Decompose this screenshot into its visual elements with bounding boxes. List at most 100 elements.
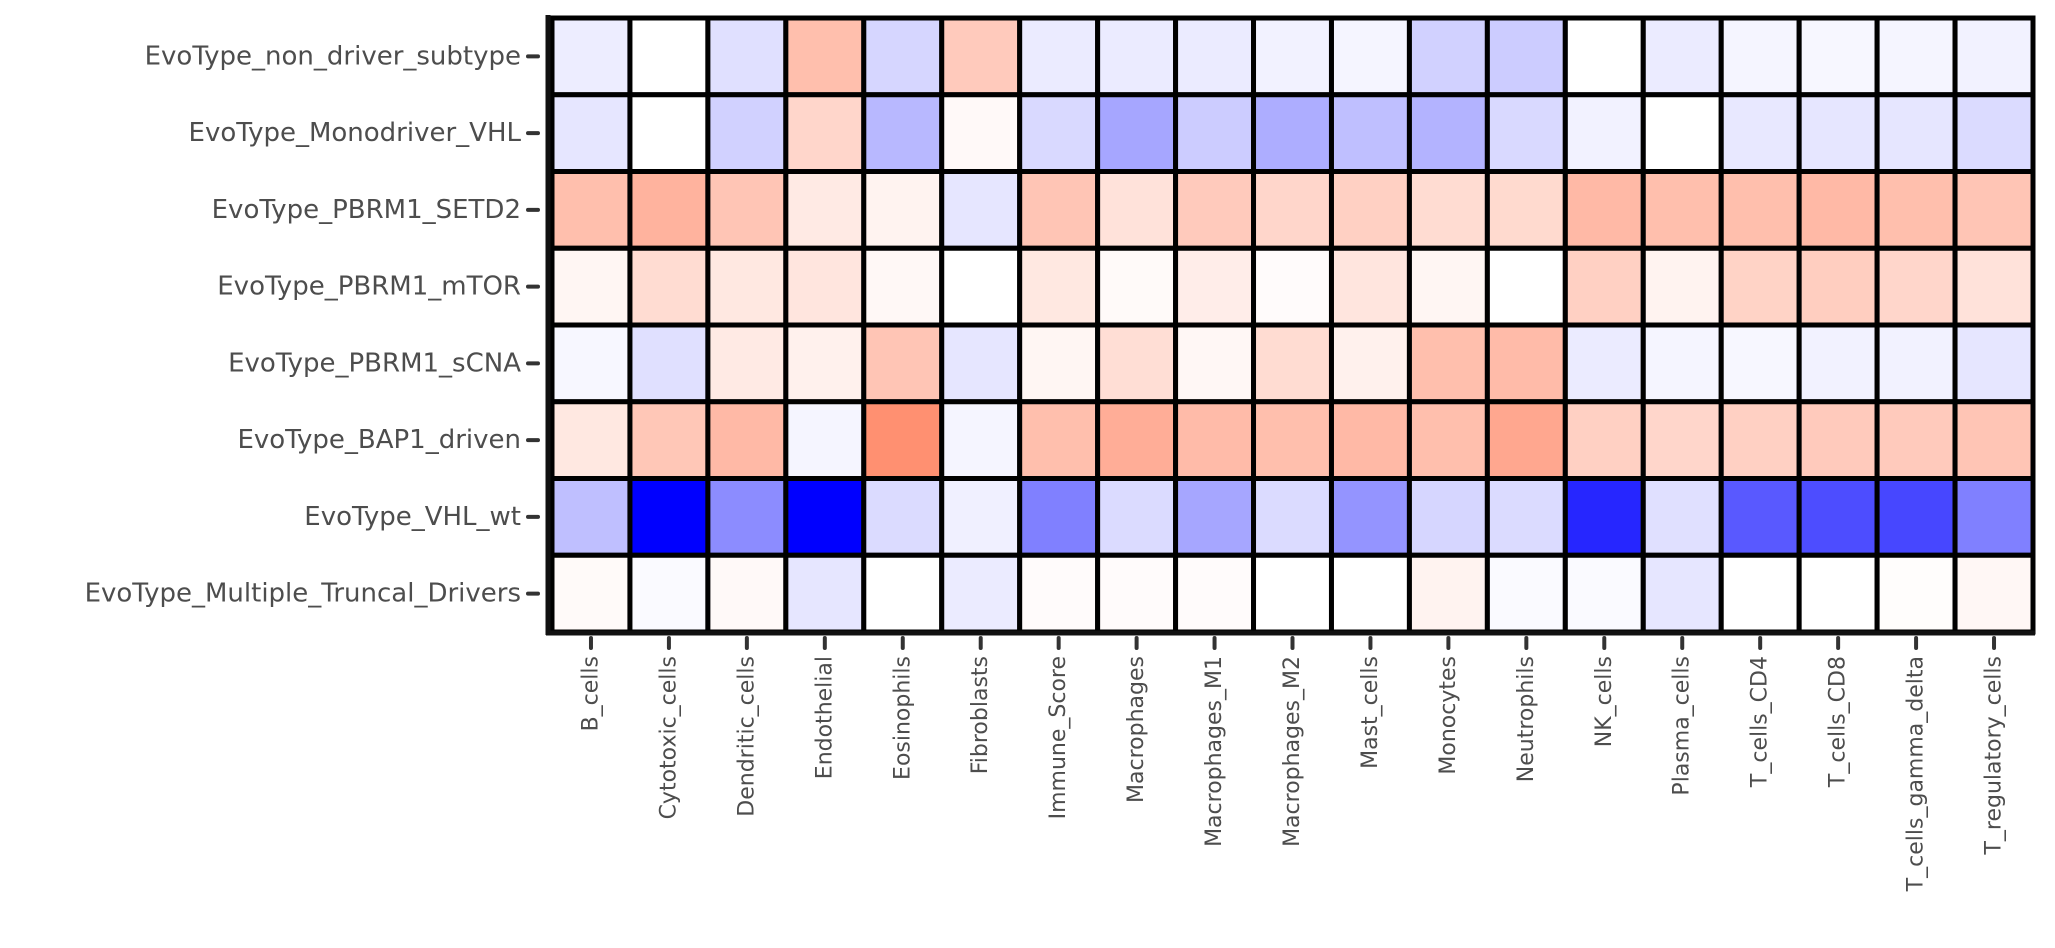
heatmap-cell-r1-c15	[1718, 92, 1802, 174]
heatmap-cell-r2-c18	[1952, 169, 2036, 251]
heatmap-cell-r5-c18	[1952, 399, 2036, 481]
column-label: Cytotoxic_cells	[656, 656, 681, 819]
heatmap-cell-r0-c12	[1484, 15, 1568, 98]
heatmap-cell-r6-c18	[1952, 476, 2036, 558]
heatmap-cell-r3-c14	[1640, 245, 1724, 328]
heatmap-cell-r4-c12	[1484, 322, 1568, 405]
heatmap-cell-r4-c8	[1173, 322, 1257, 405]
heatmap-cell-r3-c8	[1173, 245, 1257, 328]
heatmap-cell-r2-c10	[1328, 169, 1412, 251]
heatmap-cell-r7-c3	[783, 552, 867, 635]
heatmap-cell-r5-c2	[705, 399, 789, 481]
column-label: Macrophages	[1124, 656, 1149, 803]
row-label: EvoType_Monodriver_VHL	[189, 118, 522, 148]
heatmap-cell-r3-c16	[1796, 245, 1880, 328]
heatmap-cell-r1-c12	[1484, 92, 1568, 174]
heatmap-cell-r1-c7	[1095, 92, 1179, 174]
heatmap-cell-r0-c17	[1874, 15, 1958, 98]
heatmap-cell-r0-c5	[939, 15, 1023, 98]
heatmap-cell-r6-c4	[861, 476, 945, 558]
heatmap-cell-r0-c13	[1562, 15, 1646, 98]
heatmap-cell-r3-c9	[1251, 245, 1334, 328]
heatmap-cell-r0-c11	[1406, 15, 1490, 98]
heatmap-cell-r1-c13	[1562, 92, 1646, 174]
column-label: NK_cells	[1592, 656, 1617, 747]
heatmap-cell-r6-c2	[705, 476, 789, 558]
heatmap-cell-r1-c5	[939, 92, 1023, 174]
heatmap-cell-r1-c0	[549, 92, 633, 174]
row-labels: EvoType_non_driver_subtype EvoType_Monodr…	[85, 41, 540, 609]
heatmap-cell-r5-c14	[1640, 399, 1724, 481]
heatmap-cell-r2-c7	[1095, 169, 1179, 251]
column-label: Dendritic_cells	[734, 656, 759, 817]
column-label: Mast_cells	[1358, 656, 1383, 769]
heatmap-cell-r2-c1	[627, 169, 711, 251]
heatmap-cell-r0-c7	[1095, 15, 1179, 98]
heatmap-cell-r4-c0	[549, 322, 633, 405]
heatmap-cell-r6-c15	[1718, 476, 1802, 558]
column-label: Macrophages_M1	[1202, 656, 1227, 847]
heatmap-cell-r3-c15	[1718, 245, 1802, 328]
heatmap-cell-r6-c17	[1874, 476, 1958, 558]
heatmap-cell-r2-c15	[1718, 169, 1802, 251]
heatmap-cell-r6-c7	[1095, 476, 1179, 558]
heatmap-cell-r2-c9	[1251, 169, 1334, 251]
heatmap-cell-r2-c3	[783, 169, 867, 251]
heatmap-cell-r7-c16	[1796, 552, 1880, 635]
heatmap-cell-r7-c15	[1718, 552, 1802, 635]
heatmap-cell-r7-c10	[1328, 552, 1412, 635]
heatmap-cell-r5-c8	[1173, 399, 1257, 481]
heatmap-cell-r5-c0	[549, 399, 633, 481]
heatmap-cell-r6-c1	[627, 476, 711, 558]
heatmap-cell-r3-c5	[939, 245, 1023, 328]
heatmap-cell-r4-c18	[1952, 322, 2036, 405]
heatmap-cell-r3-c12	[1484, 245, 1568, 328]
row-label: EvoType_PBRM1_mTOR	[217, 272, 521, 302]
heatmap-cell-r2-c17	[1874, 169, 1958, 251]
heatmap-cell-r3-c18	[1952, 245, 2036, 328]
heatmap-cell-r0-c3	[783, 15, 867, 98]
column-label: Neutrophils	[1514, 656, 1539, 782]
heatmap-cell-r6-c13	[1562, 476, 1646, 558]
heatmap-cell-r6-c14	[1640, 476, 1724, 558]
heatmap-cell-r4-c1	[627, 322, 711, 405]
heatmap-cell-r2-c13	[1562, 169, 1646, 251]
heatmap-cell-r6-c9	[1251, 476, 1334, 558]
column-labels: B_cells Cytotoxic_cells Dendritic_cells End…	[578, 636, 2007, 892]
column-label: T_cells_CD8	[1826, 656, 1851, 788]
heatmap-cell-r6-c3	[783, 476, 867, 558]
heatmap-cell-r3-c7	[1095, 245, 1179, 328]
row-label: EvoType_non_driver_subtype	[145, 41, 521, 71]
heatmap-cell-r4-c6	[1017, 322, 1101, 405]
heatmap-cell-r3-c0	[549, 245, 633, 328]
heatmap-cell-r4-c10	[1328, 322, 1412, 405]
row-label: EvoType_BAP1_driven	[237, 425, 521, 455]
heatmap-cell-r1-c18	[1952, 92, 2036, 174]
heatmap-cell-r3-c17	[1874, 245, 1958, 328]
heatmap-cell-r1-c3	[783, 92, 867, 174]
heatmap-cell-r7-c5	[939, 552, 1023, 635]
heatmap-cell-r2-c14	[1640, 169, 1724, 251]
heatmap-cell-r5-c16	[1796, 399, 1880, 481]
heatmap-cell-r1-c4	[861, 92, 945, 174]
heatmap-cell-r7-c18	[1952, 552, 2036, 635]
row-label: EvoType_PBRM1_SETD2	[212, 195, 521, 225]
column-label: Macrophages_M2	[1280, 656, 1305, 847]
heatmap-cell-r5-c15	[1718, 399, 1802, 481]
heatmap-cell-r5-c1	[627, 399, 711, 481]
heatmap-cell-r5-c7	[1095, 399, 1179, 481]
row-label: EvoType_Multiple_Truncal_Drivers	[85, 579, 521, 609]
heatmap-cell-r3-c13	[1562, 245, 1646, 328]
heatmap-cell-r2-c0	[549, 169, 633, 251]
heatmap-cell-r5-c9	[1251, 399, 1334, 481]
heatmap-cell-r1-c2	[705, 92, 789, 174]
row-label: EvoType_PBRM1_sCNA	[228, 348, 521, 378]
heatmap-cell-r4-c2	[705, 322, 789, 405]
heatmap-cell-r3-c10	[1328, 245, 1412, 328]
heatmap-cell-r7-c12	[1484, 552, 1568, 635]
heatmap-cell-r4-c7	[1095, 322, 1179, 405]
heatmap-cell-r7-c1	[627, 552, 711, 635]
heatmap-cell-r1-c6	[1017, 92, 1101, 174]
heatmap-cell-r7-c4	[861, 552, 945, 635]
